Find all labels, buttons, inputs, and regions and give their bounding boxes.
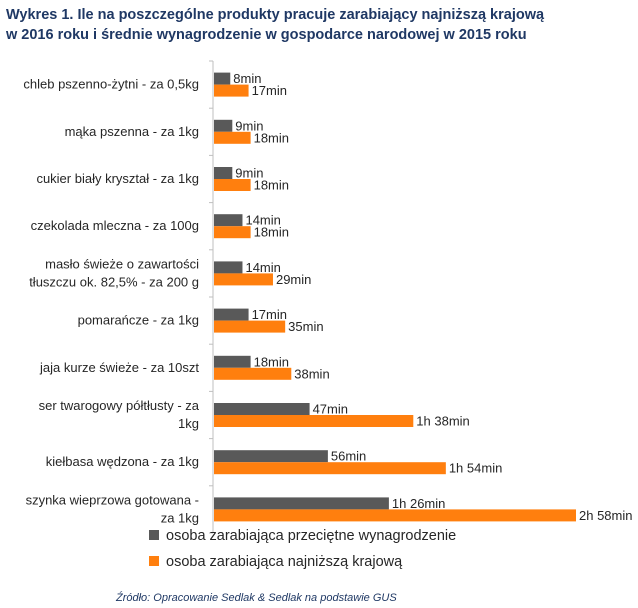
bar-minimum-wage: [214, 273, 273, 286]
category-label: chleb pszenno-żytni - za 0,5kg: [23, 77, 199, 92]
data-label: 18min: [254, 225, 289, 240]
bar-minimum-wage: [214, 179, 251, 191]
bars: 8min17min9min18min9min18min14min18min14m…: [214, 71, 632, 523]
category-label: kiełbasa wędzona - za 1kg: [46, 454, 199, 469]
chart-title-line-1: Wykres 1. Ile na poszczególne produkty p…: [6, 7, 545, 23]
data-label: 2h 58min: [579, 508, 632, 523]
category-label: cukier biały kryształ - za 1kg: [36, 171, 199, 186]
bar-average-wage: [214, 214, 243, 227]
data-label: 14min: [245, 213, 280, 228]
data-label: 17min: [252, 83, 287, 98]
data-label: 56min: [331, 449, 366, 464]
bar-average-wage: [214, 497, 389, 510]
bar-average-wage: [214, 119, 233, 132]
bar-average-wage: [214, 308, 249, 321]
data-label: 14min: [245, 260, 280, 275]
data-label: 17min: [252, 307, 287, 322]
data-label: 1h 38min: [416, 414, 469, 429]
data-label: 18min: [254, 354, 289, 369]
bar-minimum-wage: [214, 415, 414, 427]
data-label: 9min: [235, 166, 263, 181]
legend: osoba zarabiająca przeciętne wynagrodzen…: [149, 528, 456, 570]
bar-minimum-wage: [214, 131, 251, 144]
bar-minimum-wage: [214, 84, 249, 97]
category-label: jaja kurze świeże - za 10szt: [39, 360, 199, 375]
data-label: 35min: [288, 319, 323, 334]
data-label: 8min: [233, 71, 261, 86]
bar-average-wage: [214, 167, 233, 179]
category-label: czekolada mleczna - za 100g: [31, 218, 199, 233]
category-label: tłuszczu ok. 82,5% - za 200 g: [29, 274, 199, 289]
legend-label: osoba zarabiająca przeciętne wynagrodzen…: [166, 528, 456, 544]
data-label: 18min: [254, 130, 289, 145]
bar-minimum-wage: [214, 367, 292, 380]
category-label: za 1kg: [161, 510, 199, 525]
data-label: 38min: [294, 366, 329, 381]
bar-average-wage: [214, 261, 243, 274]
category-label: ser twarogowy półtłusty - za: [39, 398, 200, 413]
data-label: 9min: [235, 118, 263, 133]
source-note: Źródło: Opracowanie Sedlak & Sedlak na p…: [115, 591, 397, 604]
bar-average-wage: [214, 355, 251, 368]
category-label: szynka wieprzowa gotowana -: [26, 492, 199, 507]
category-label: mąka pszenna - za 1kg: [65, 124, 199, 139]
legend-label: osoba zarabiająca najniższą krajową: [166, 554, 403, 570]
bar-average-wage: [214, 72, 231, 85]
category-label: masło świeże o zawartości: [45, 256, 199, 271]
bar-minimum-wage: [214, 462, 446, 475]
bar-average-wage: [214, 450, 328, 463]
data-label: 1h 26min: [392, 496, 445, 511]
data-label: 47min: [313, 402, 348, 417]
bar-minimum-wage: [214, 320, 286, 333]
legend-swatch: [149, 556, 159, 566]
bar-average-wage: [214, 403, 310, 415]
data-label: 1h 54min: [449, 461, 502, 476]
bar-minimum-wage: [214, 226, 251, 239]
data-label: 29min: [276, 272, 311, 287]
bar-minimum-wage: [214, 509, 576, 522]
chart-title-line-2: w 2016 roku i średnie wynagrodzenie w go…: [5, 27, 527, 43]
category-label: 1kg: [178, 416, 199, 431]
legend-swatch: [149, 530, 159, 540]
category-label: pomarańcze - za 1kg: [78, 313, 199, 328]
category-axis: chleb pszenno-żytni - za 0,5kg mąka pszen…: [23, 60, 214, 534]
data-label: 18min: [254, 178, 289, 193]
